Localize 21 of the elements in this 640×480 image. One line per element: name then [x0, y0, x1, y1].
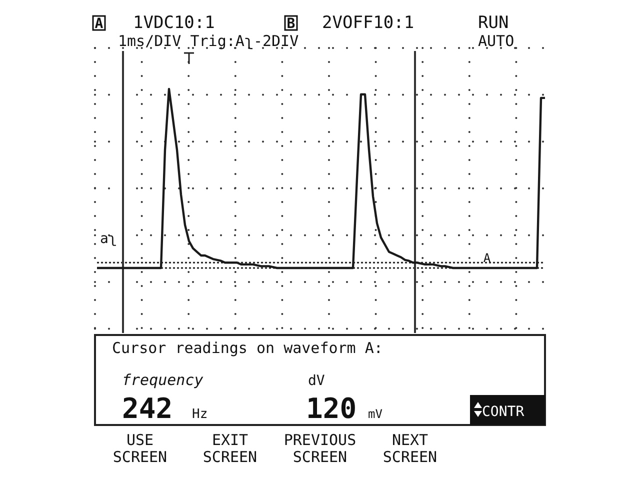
text: Cursor readings on waveform A:	[112, 339, 383, 357]
text: mV	[368, 407, 382, 421]
text: 1ms/DIV Trig:Aʅ-2DIV	[118, 32, 299, 50]
text: USE SCREEN	[112, 431, 168, 466]
text: frequency	[122, 371, 204, 389]
text: PREVIOUS SCREEN	[284, 431, 356, 466]
text: A	[94, 16, 104, 32]
annotation: aʅ	[100, 231, 117, 247]
text: AUTO	[478, 32, 514, 50]
text: 2VOFF10:1	[322, 13, 414, 33]
text: 1VDC10:1	[133, 13, 215, 33]
text: CONTR	[482, 404, 525, 420]
text: RUN	[478, 13, 509, 33]
annotation: A	[483, 251, 492, 265]
text: NEXT SCREEN	[382, 431, 438, 466]
text: 242	[122, 392, 173, 425]
text: 120	[306, 392, 357, 425]
text: EXIT SCREEN	[202, 431, 258, 466]
text: dV	[308, 373, 326, 389]
text: Hz	[192, 407, 208, 422]
text: B	[286, 16, 296, 32]
